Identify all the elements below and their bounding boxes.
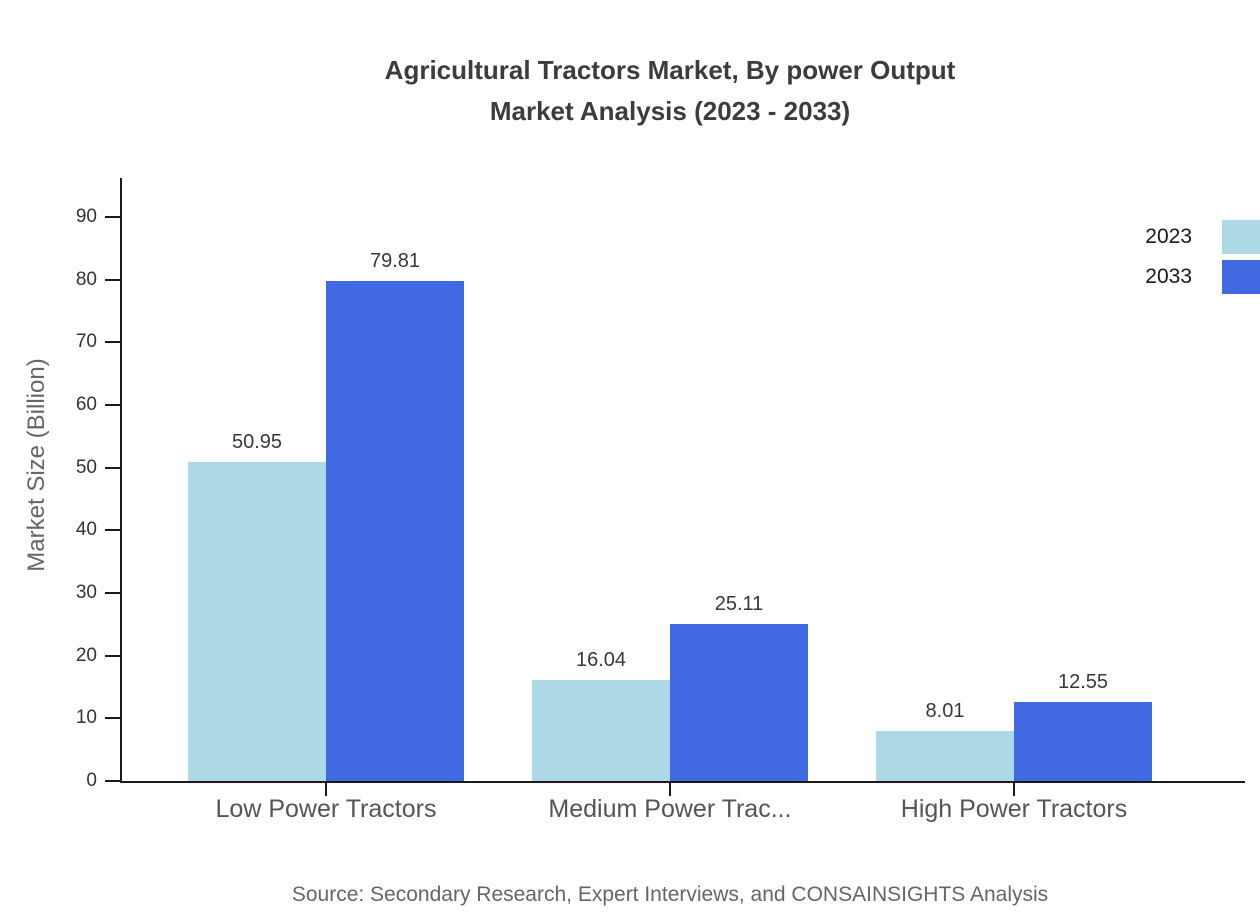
legend-item-2033: 2033 [1145,260,1260,294]
bar-2033-medium-power-trac [670,624,808,781]
legend-item-2023: 2023 [1145,220,1260,254]
x-tick [325,781,327,796]
y-tick [105,341,120,344]
legend-label-2033: 2033 [1145,265,1192,288]
bar-2023-low-power-tractors [188,462,326,781]
y-tick [105,216,120,218]
legend-label-2023: 2023 [1145,225,1192,248]
y-tick [105,780,120,782]
y-tick-label: 60 [75,394,97,415]
bar-2033-high-power-tractors [1014,702,1152,781]
x-axis-category-label: Medium Power Trac... [548,795,792,823]
y-tick-label: 40 [75,519,97,541]
bar-2023-high-power-tractors [876,731,1014,781]
legend: 2023 2033 [1145,220,1260,294]
chart-title-line1: Agricultural Tractors Market, By power O… [384,55,956,85]
y-tick [105,592,120,594]
chart-title-line2: Market Analysis (2023 - 2033) [489,96,851,126]
bar-2023-medium-power-trac [532,680,670,781]
y-tick [105,404,120,406]
y-tick-label: 70 [75,331,97,353]
y-tick [105,278,120,281]
bar-value-label-2023-low-power-tractors: 50.95 [231,431,283,453]
x-axis-category-label: Low Power Tractors [215,795,437,823]
x-tick [669,781,671,796]
chart-title: Agricultural Tractors Market, By power O… [120,50,1220,132]
bar-value-label-2033-medium-power-trac: 25.11 [714,593,764,615]
legend-swatch-2023 [1222,220,1260,254]
bar-value-label-2023-medium-power-trac: 16.04 [575,649,627,671]
y-tick-label: 30 [75,582,97,603]
x-axis-category-label: High Power Tractors [900,795,1128,823]
y-tick-label: 90 [75,206,97,227]
bar-value-label-2033-high-power-tractors: 12.55 [1057,671,1109,693]
y-tick [105,529,120,532]
y-tick-label: 0 [86,770,97,791]
bar-2033-low-power-tractors [326,281,464,781]
bar-value-label-2023-high-power-tractors: 8.01 [925,700,965,722]
y-tick-label: 10 [75,707,97,729]
bar-value-label-2033-low-power-tractors: 79.81 [369,250,421,272]
x-tick [1013,781,1015,796]
y-tick [105,717,120,720]
source-line: Source: Secondary Research, Expert Inter… [291,883,1049,906]
legend-swatch-2033 [1222,260,1260,294]
y-tick-label: 50 [75,456,97,478]
y-tick [105,466,120,469]
y-tick [105,654,120,657]
plot-area: 0 10 20 30 40 50 60 70 80 90 Low Power Tractors 50.… [76,178,1245,823]
y-tick-label: 80 [75,268,97,290]
y-tick-label: 20 [75,644,97,666]
